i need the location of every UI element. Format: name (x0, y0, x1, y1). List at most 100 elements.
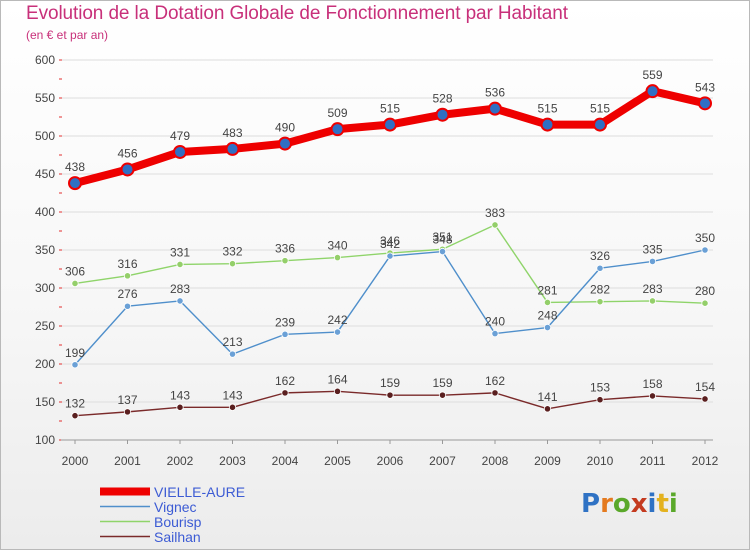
data-label: 154 (695, 380, 715, 394)
data-point (383, 117, 397, 132)
data-point (593, 117, 607, 132)
legend-swatch (100, 505, 150, 508)
y-tick-label: 400 (35, 205, 55, 219)
data-label: 141 (537, 390, 557, 404)
data-label: 335 (642, 242, 662, 256)
data-point (435, 107, 450, 122)
legend-label: Sailhan (154, 528, 201, 545)
data-point (120, 162, 135, 177)
legend-swatch (100, 487, 150, 496)
x-tick-label: 2002 (167, 454, 194, 468)
data-label: 248 (537, 309, 557, 323)
data-label: 162 (275, 374, 295, 388)
data-label: 342 (380, 237, 400, 251)
x-tick-label: 2004 (272, 454, 299, 468)
legend-swatch (100, 520, 150, 523)
data-label: 351 (432, 230, 452, 244)
data-point (386, 391, 394, 399)
x-tick-label: 2010 (587, 454, 614, 468)
data-label: 438 (65, 160, 85, 174)
data-point (648, 392, 657, 400)
y-tick-label: 600 (35, 53, 55, 67)
x-tick-label: 2007 (429, 454, 456, 468)
data-label: 479 (170, 129, 190, 143)
data-point (71, 361, 79, 369)
data-point (333, 328, 342, 336)
data-point (648, 297, 657, 305)
data-point (333, 254, 342, 262)
data-label: 280 (695, 284, 715, 298)
data-point (71, 412, 79, 420)
data-point (281, 389, 289, 397)
data-label: 456 (117, 146, 137, 160)
data-label: 137 (117, 393, 137, 407)
legend-item-sailhan: Sailhan (100, 528, 245, 545)
data-point (438, 391, 447, 399)
data-label: 515 (380, 102, 400, 116)
y-tick-label: 100 (35, 433, 55, 447)
data-label: 143 (222, 388, 242, 402)
y-tick-label: 500 (35, 129, 55, 143)
legend-item-vignec: Vignec (100, 499, 245, 515)
data-label: 159 (432, 376, 452, 390)
data-label: 158 (642, 377, 662, 391)
data-point (71, 279, 79, 288)
data-label: 240 (485, 315, 505, 329)
data-label: 348 (432, 233, 452, 247)
data-label: 515 (537, 102, 557, 116)
data-point (543, 298, 552, 307)
data-point (123, 408, 132, 416)
legend-label: Bourisp (154, 513, 202, 530)
x-tick-label: 2001 (114, 454, 141, 468)
data-point (438, 247, 447, 256)
x-tick-label: 2011 (640, 454, 666, 468)
data-point (596, 298, 604, 306)
data-label: 306 (65, 264, 85, 278)
chart-legend: VIELLE-AURE Vignec Bourisp Sailhan (100, 484, 245, 545)
data-point (176, 260, 184, 269)
data-point (543, 405, 552, 413)
data-point (173, 144, 187, 159)
x-tick-label: 2009 (534, 454, 561, 468)
data-label: 490 (275, 121, 295, 135)
data-point (123, 272, 132, 280)
data-point (386, 252, 394, 260)
data-label: 528 (432, 92, 452, 106)
data-point (330, 122, 345, 137)
data-point (491, 389, 499, 397)
data-label: 132 (65, 397, 85, 411)
data-point (278, 136, 292, 151)
data-label: 242 (327, 313, 347, 327)
data-label: 199 (65, 346, 85, 360)
data-point (281, 257, 289, 265)
y-tick-label: 200 (35, 357, 55, 371)
data-label: 316 (117, 257, 137, 271)
x-tick-label: 2000 (62, 454, 89, 468)
data-label: 332 (222, 245, 242, 259)
data-point (701, 246, 709, 254)
data-label: 143 (170, 388, 190, 402)
data-point (228, 403, 237, 411)
logo-letter: i (647, 489, 657, 519)
data-point (176, 403, 184, 411)
data-point (701, 299, 709, 307)
data-label: 326 (590, 249, 610, 263)
x-tick-label: 2005 (324, 454, 351, 468)
x-tick-label: 2006 (377, 454, 404, 468)
data-label: 239 (275, 315, 295, 329)
data-point (491, 221, 499, 229)
data-point (698, 96, 712, 111)
logo-letter: i (668, 489, 678, 519)
legend-item-vielle-aure: VIELLE-AURE (100, 484, 245, 500)
data-point (596, 396, 604, 404)
data-label: 340 (327, 239, 347, 253)
data-label: 559 (642, 68, 662, 82)
logo-letter: o (612, 489, 631, 519)
chart-title: Evolution de la Dotation Globale de Fonc… (26, 3, 568, 24)
proxiti-logo: Proxiti (581, 489, 678, 519)
data-label: 162 (485, 374, 505, 388)
data-point (648, 257, 657, 265)
data-point (176, 297, 184, 305)
y-tick-label: 450 (35, 167, 55, 181)
